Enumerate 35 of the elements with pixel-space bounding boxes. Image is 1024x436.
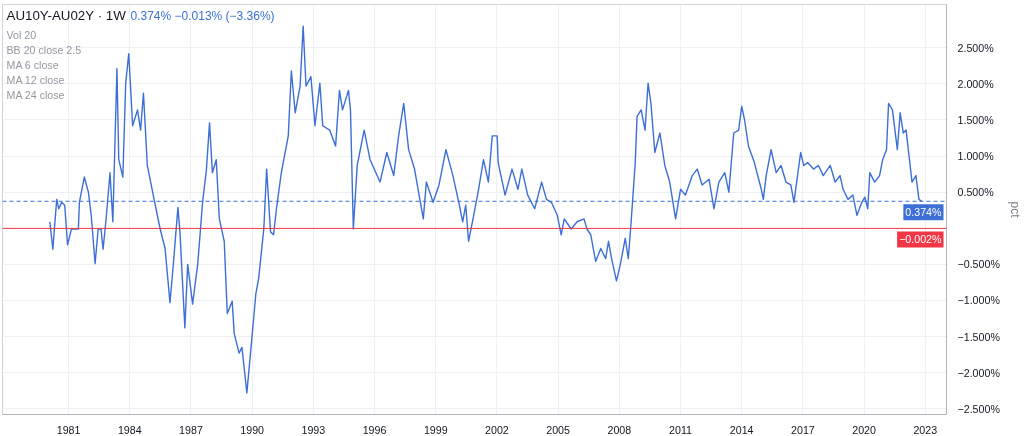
y-tick-label: 0.500% (957, 186, 995, 199)
y-tick-label: 1.000% (957, 150, 995, 163)
x-tick-label: 2020 (852, 423, 877, 436)
ref-line-label: −0.002% (899, 233, 943, 246)
y-tick-label: 2.000% (957, 77, 995, 90)
x-tick-label: 1993 (301, 423, 326, 436)
y-tick-label: −1.000% (957, 294, 1001, 307)
annotation: Vol 20 (6, 28, 37, 41)
annotation: MA 12 close (6, 73, 65, 86)
y-tick-label: −0.500% (957, 258, 1001, 271)
x-tick-label: 1990 (240, 423, 265, 436)
annotation: MA 24 close (6, 88, 65, 101)
x-tick-label: 2002 (485, 423, 509, 436)
x-tick-label: 1987 (179, 423, 203, 436)
x-tick-label: 1984 (117, 423, 142, 436)
chart-subtitle: 0.374% −0.013% (−3.36%) (130, 8, 275, 23)
ref-line-label: 0.374% (905, 206, 943, 219)
x-tick-label: 2008 (607, 423, 632, 436)
x-tick-label: 2023 (913, 423, 938, 436)
x-tick-label: 1996 (362, 423, 387, 436)
y-axis-title: pct (1007, 201, 1022, 219)
y-tick-label: 2.500% (957, 41, 995, 54)
x-tick-label: 2017 (791, 423, 815, 436)
annotation: BB 20 close 2.5 (6, 43, 82, 56)
x-tick-label: 1981 (56, 423, 81, 436)
x-tick-label: 1999 (423, 423, 448, 436)
x-tick-label: 2005 (546, 423, 571, 436)
y-tick-label: 1.500% (957, 113, 995, 126)
y-tick-label: −1.500% (957, 330, 1001, 343)
y-tick-label: −2.500% (957, 402, 1001, 415)
chart-title: AU10Y-AU02Y · 1W (6, 7, 127, 23)
annotation: MA 6 close (6, 58, 59, 71)
x-tick-label: 2014 (729, 423, 754, 436)
x-tick-label: 2011 (669, 423, 693, 436)
y-tick-label: −2.000% (957, 366, 1001, 379)
